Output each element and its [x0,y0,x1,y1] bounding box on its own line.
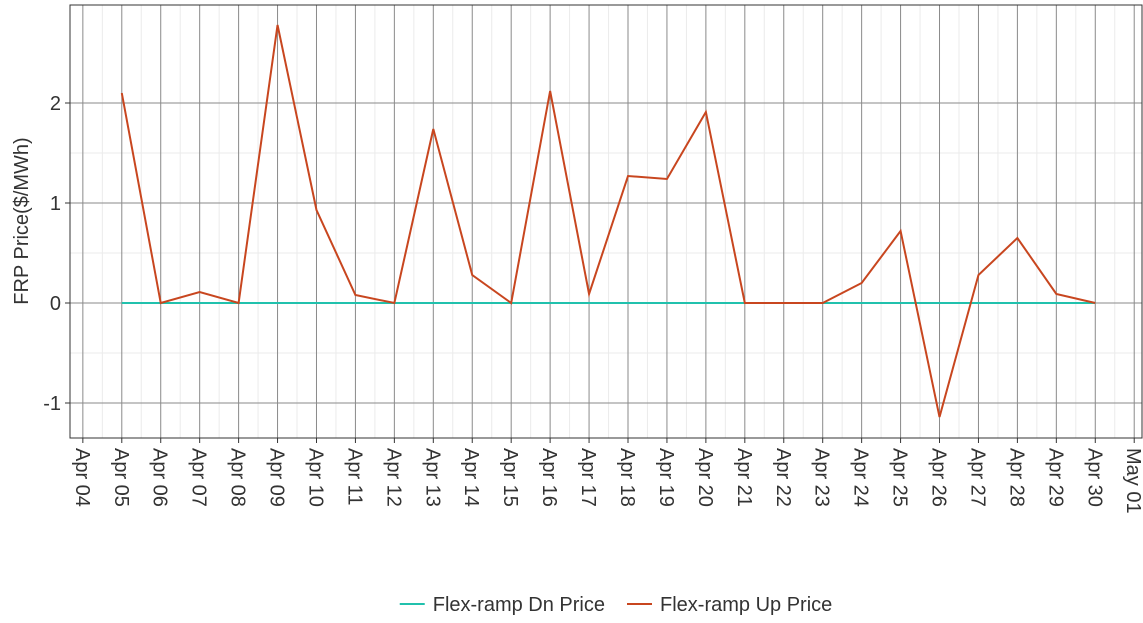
y-tick-label: -1 [43,393,61,415]
x-tick-label: Apr 07 [188,448,210,507]
x-tick-label: Apr 29 [1044,448,1066,507]
y-axis-title: FRP Price($/MWh) [11,137,33,304]
x-tick-label: Apr 10 [304,448,326,507]
x-tick-label: Apr 24 [850,448,872,507]
x-tick-label: Apr 08 [227,448,249,507]
y-tick-label: 1 [50,193,61,215]
x-tick-label: Apr 26 [928,448,950,507]
panel-border [69,4,1143,439]
x-tick-label: Apr 18 [616,448,638,507]
x-tick-label: Apr 28 [1005,448,1027,507]
legend-label: Flex-ramp Dn Price [433,594,605,616]
x-tick-label: Apr 25 [889,448,911,507]
line-series [120,24,1096,418]
x-tick-label: May 01 [1122,448,1143,514]
x-tick-label: Apr 12 [382,448,404,507]
x-tick-label: Apr 30 [1083,448,1105,507]
x-tick-label: Apr 06 [149,448,171,507]
y-tick-label: 2 [50,93,61,115]
x-tick-label: Apr 11 [343,448,365,505]
x-tick-label: Apr 19 [655,448,677,507]
x-tick-label: Apr 22 [772,448,794,507]
x-tick-label: Apr 14 [460,448,482,507]
x-tick-label: Apr 05 [110,448,132,507]
x-tick-label: Apr 09 [266,448,288,507]
x-tick-label: Apr 21 [733,448,755,507]
x-tick-label: Apr 27 [966,448,988,507]
legend-label: Flex-ramp Up Price [660,594,832,616]
y-tick-label: 0 [50,293,61,315]
x-tick-label: Apr 16 [538,448,560,507]
x-tick-label: Apr 13 [421,448,443,507]
x-tick-label: Apr 23 [811,448,833,507]
x-tick-label: Apr 20 [694,448,716,507]
x-tick-label: Apr 04 [71,448,93,507]
x-tick-label: Apr 15 [499,448,521,507]
x-tick-label: Apr 17 [577,448,599,507]
